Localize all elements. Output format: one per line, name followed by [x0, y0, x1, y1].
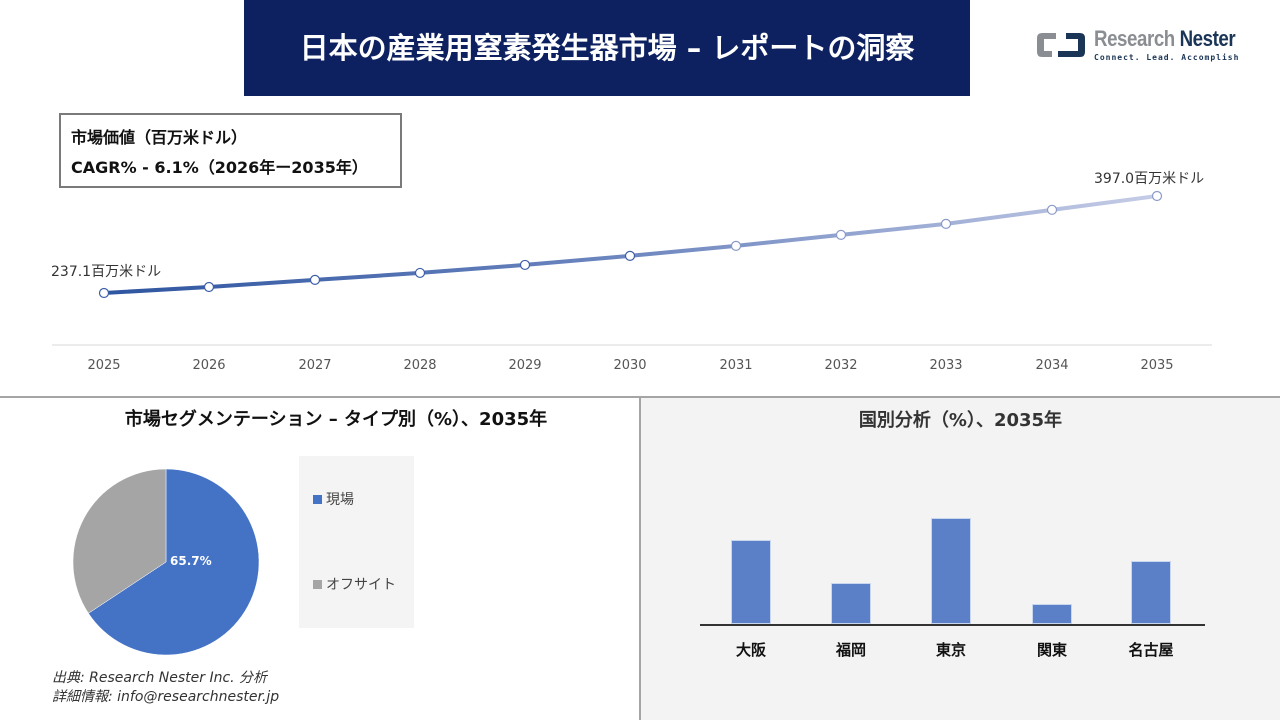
- logo-chain-icon: [1037, 33, 1085, 57]
- data-point-marker: [1151, 190, 1163, 202]
- research-nester-logo: Research Nester Connect. Lead. Accomplis…: [1034, 26, 1254, 66]
- contact-line: 詳細情報: info@researchnester.jp: [52, 689, 280, 705]
- data-point-marker: [835, 229, 847, 240]
- data-point-marker: [1046, 204, 1058, 215]
- market-value-line-chart: 237.1百万米ドル 397.0百万米ドル 2025 2026 2027 202…: [0, 100, 1280, 390]
- segmentation-title: 市場セグメンテーション – タイプ別（%）、2035年: [124, 409, 548, 430]
- x-tick: 2035: [1140, 358, 1174, 373]
- country-analysis-title: 国別分析（%）、2035年: [858, 410, 1063, 431]
- bar-x-axis: [700, 624, 1205, 626]
- bar-4: [1131, 561, 1171, 624]
- line-plot: [52, 190, 1212, 346]
- data-point-marker: [414, 267, 426, 279]
- x-tick: 2034: [1035, 358, 1069, 373]
- bar-category-label: 東京: [935, 641, 966, 659]
- source-line: 出典: Research Nester Inc. 分析: [52, 670, 268, 686]
- market-info-box: 市場価値（百万米ドル） CAGR% - 6.1%（2026年ー2035年）: [59, 113, 402, 188]
- x-tick: 2029: [508, 358, 542, 373]
- logo-name-nester: Nester: [1179, 26, 1236, 51]
- source-note: 出典: Research Nester Inc. 分析 詳細情報: info@r…: [52, 669, 279, 707]
- logo-name: Research Nester: [1094, 26, 1236, 52]
- x-tick: 2025: [87, 358, 121, 373]
- data-point-marker: [519, 259, 531, 271]
- legend-item-offsite: オフサイト: [313, 574, 396, 594]
- data-point-marker: [624, 250, 636, 261]
- legend-swatch-icon: [313, 494, 322, 504]
- x-tick: 2026: [192, 358, 226, 373]
- type-pie-chart: [73, 469, 259, 655]
- data-point-marker: [98, 287, 110, 299]
- legend-label: オフサイト: [326, 577, 396, 593]
- data-point-marker: [730, 240, 742, 251]
- x-tick: 2028: [403, 358, 437, 373]
- bar-2: [931, 518, 971, 624]
- x-tick: 2030: [613, 358, 647, 373]
- start-value-label: 237.1百万米ドル: [51, 264, 162, 280]
- data-point-marker: [203, 281, 215, 293]
- end-value-label: 397.0百万米ドル: [1094, 171, 1205, 187]
- market-value-label: 市場価値（百万米ドル）: [71, 128, 248, 147]
- bar-0: [731, 540, 771, 624]
- x-tick: 2031: [719, 358, 753, 373]
- data-point-marker: [940, 218, 952, 229]
- data-point-marker: [309, 274, 321, 285]
- x-tick: 2033: [929, 358, 963, 373]
- logo-name-research: Research: [1094, 26, 1175, 51]
- cagr-label: CAGR% - 6.1%（2026年ー2035年）: [71, 158, 368, 177]
- bar-3: [1032, 604, 1072, 624]
- x-tick: 2032: [824, 358, 858, 373]
- pie-legend: 現場 オフサイト: [299, 456, 414, 628]
- legend-label: 現場: [326, 492, 354, 508]
- report-title: 日本の産業用窒素発生器市場 – レポートの洞察: [244, 0, 970, 96]
- x-tick: 2027: [298, 358, 332, 373]
- pie-data-label: 65.7%: [170, 554, 212, 568]
- bar-category-label: 大阪: [735, 641, 766, 659]
- legend-item-onsite: 現場: [313, 489, 354, 509]
- bar-category-label: 関東: [1036, 641, 1067, 659]
- logo-tagline: Connect. Lead. Accomplish: [1094, 53, 1240, 62]
- legend-swatch-icon: [313, 579, 322, 589]
- pie-slice-offsite: [73, 469, 167, 614]
- bar-1: [831, 583, 871, 624]
- pie-slice-onsite: [88, 469, 259, 655]
- bar-category-label: 名古屋: [1128, 641, 1174, 659]
- vertical-divider: [639, 397, 641, 720]
- bar-category-label: 福岡: [835, 641, 866, 659]
- country-bar-chart: 大阪 福岡 東京 関東 名古屋: [700, 500, 1205, 670]
